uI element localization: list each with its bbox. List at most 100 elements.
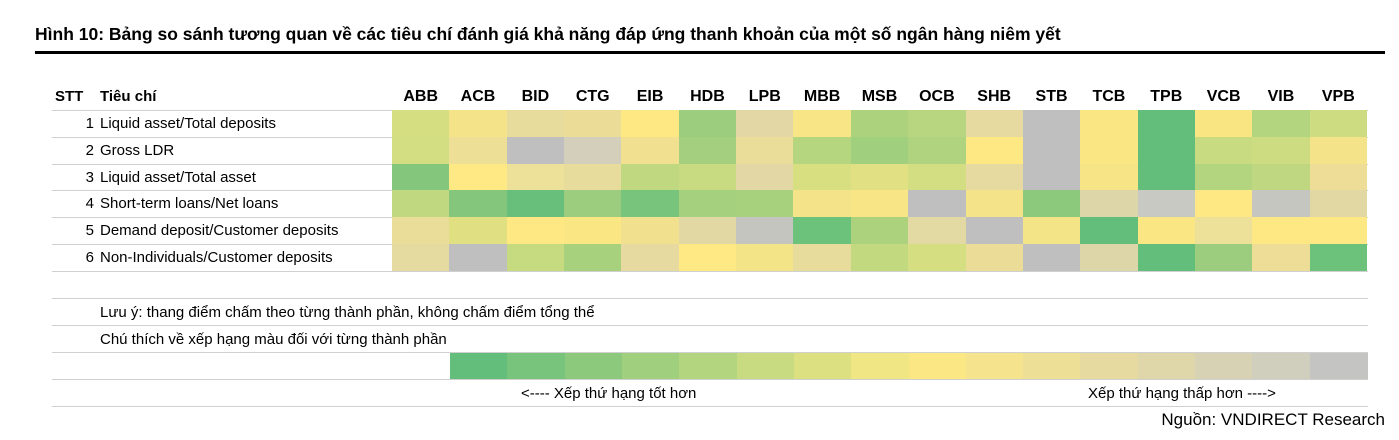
heat-cell [1022,163,1081,191]
heat-cell [965,217,1024,245]
heat-cell [506,136,565,165]
heat-cell [506,190,565,218]
heat-cell [392,110,450,138]
row-number: 2 [85,141,94,159]
heat-cell [392,190,450,218]
legend-right: Xếp thứ hạng thấp hơn ----> [1088,385,1276,402]
heat-cell [1309,110,1368,138]
heat-cell [1309,163,1368,191]
title: Hình 10: Bảng so sánh tương quan về các … [35,24,1061,44]
heat-cell [392,136,450,165]
heat-cell [564,217,622,245]
bank-header: MSB [861,88,898,105]
title-rule [35,51,1385,54]
heat-cell [1309,217,1368,245]
heat-cell [1080,163,1139,191]
bank-header: LPB [748,88,781,105]
heat-cell [678,190,737,218]
heat-cell [850,110,909,138]
legend-cell [1137,353,1196,379]
heat-cell [908,136,967,165]
heat-cell [1194,163,1253,191]
row-label: Liquid asset/Total asset [100,168,256,186]
legend-cell [621,353,680,379]
heat-cell [736,190,794,218]
heat-cell [678,163,737,191]
heat-cell [449,110,508,138]
heat-cell [793,244,852,272]
legend-cell [679,353,738,379]
heat-cell [621,110,680,138]
legend-cell [564,353,623,379]
heat-cell [965,163,1024,191]
heat-cell [449,163,508,191]
heat-cell [1022,136,1081,165]
heat-cell [392,217,450,245]
heat-cell [564,110,622,138]
bank-header: ABB [403,88,438,105]
row-label: Liquid asset/Total deposits [100,115,276,132]
bank-header: STB [1035,88,1068,105]
legend-cell [851,353,909,379]
heat-cell [1137,136,1196,165]
heat-cell [564,244,622,272]
row-number: 6 [85,249,94,266]
bank-header: MBB [803,88,841,105]
header-criterion: Tiêu chí [100,88,157,105]
heat-cell [1194,217,1253,245]
heat-cell [908,110,967,138]
heat-cell [965,244,1024,272]
heat-cell [1194,244,1253,272]
row-number: 5 [85,222,94,240]
row-line [52,270,1368,272]
heat-cell [736,110,794,138]
bank-header: VPB [1321,88,1355,105]
heat-cell [449,136,508,165]
heat-cell [850,244,909,272]
heat-cell [1194,110,1253,138]
row-line [52,406,1368,407]
legend-cell [507,353,566,379]
heat-cell [1252,136,1311,165]
row-label: Short-term loans/Net loans [100,195,279,213]
bank-header: TCB [1092,88,1126,105]
heat-cell [908,163,967,191]
note: Chú thích về xếp hạng màu đối với từng t… [100,331,447,348]
heat-cell [850,163,909,191]
heat-cell [621,163,680,191]
heat-cell [564,190,622,218]
heat-cell [678,110,737,138]
heat-cell [1022,190,1081,218]
heat-cell [1022,110,1081,138]
row-number: 3 [85,168,94,186]
heat-cell [1309,136,1368,165]
heat-cell [908,244,967,272]
legend-cell [1309,353,1368,379]
heat-cell [621,190,680,218]
heat-cell [1252,110,1311,138]
legend-cell [965,353,1024,379]
legend-cell [1195,353,1253,379]
heat-cell [908,217,967,245]
heat-cell [736,163,794,191]
row-label: Non-Individuals/Customer deposits [100,249,333,266]
heat-cell [678,136,737,165]
heat-cell [736,244,794,272]
heat-cell [736,136,794,165]
heat-cell [506,110,565,138]
legend-cell [736,353,795,379]
bank-header: SHB [977,88,1012,105]
heat-cell [1080,190,1139,218]
legend-left: <---- Xếp thứ hạng tốt hơn [521,385,697,402]
heat-cell [736,217,794,245]
heat-cell [621,244,680,272]
heat-cell [1080,244,1139,272]
heat-cell [564,136,622,165]
heat-cell [449,190,508,218]
row-line [52,379,1368,380]
heat-cell [392,163,450,191]
heat-cell [908,190,967,218]
row-line [52,352,1368,353]
legend-cell [1023,353,1081,379]
